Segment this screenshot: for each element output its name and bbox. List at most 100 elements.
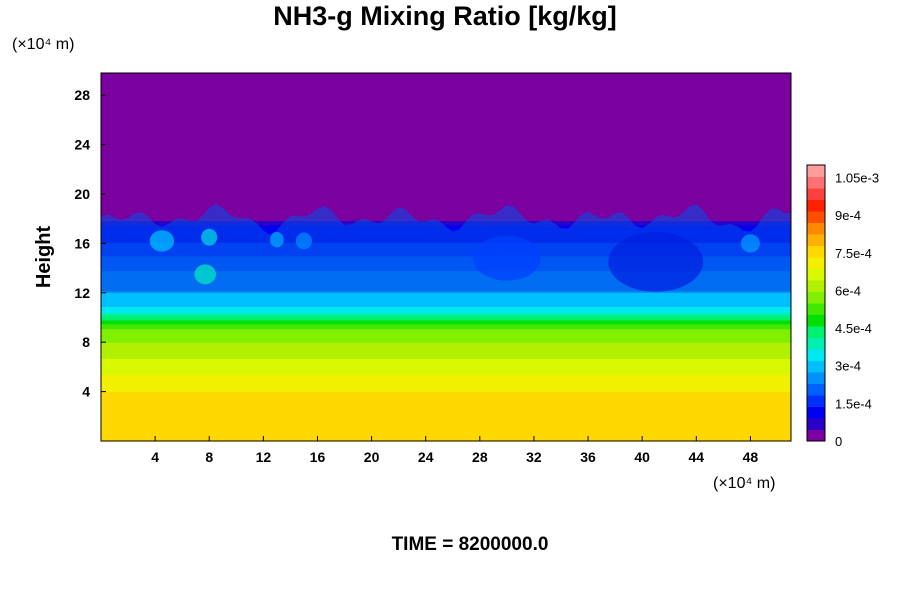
profile-band [101,311,791,314]
profile-band [101,355,791,358]
profile-band [101,392,791,395]
profile-band [101,221,791,224]
profile-band [101,313,791,316]
profile-band [101,307,791,310]
profile-band [101,412,791,415]
profile-band [101,403,791,406]
profile-band [101,344,791,347]
profile-band [101,336,791,338]
profile-band [101,384,791,387]
profile-band [101,352,791,354]
profile-band [101,360,791,363]
profile-band [101,381,791,384]
y-axis-label: Height [33,226,55,289]
profile-band [101,353,791,356]
profile-band [101,368,791,370]
profile-band [101,306,791,309]
profile-band [101,345,791,348]
eddy [194,264,216,285]
profile-band [101,326,791,328]
colorbar-swatch [807,211,825,223]
x-tick-label: 16 [310,449,326,465]
profile-band [101,380,791,383]
profile-band [101,406,791,409]
profile-band [101,324,791,327]
eddy [201,228,218,246]
profile-band [101,400,791,403]
profile-band [101,417,791,420]
profile-band [101,411,791,414]
plot-frame [100,72,792,442]
eddy [295,232,312,250]
profile-band [101,401,791,404]
profile-band [101,318,791,321]
y-tick-label: 4 [82,384,90,400]
profile-band [101,418,791,421]
profile-band [101,334,791,337]
chart-title: NH3-g Mixing Ratio [kg/kg] [273,1,617,31]
y-tick-label: 24 [74,137,90,153]
profile-band [101,359,791,362]
profile-band [101,223,791,226]
colorbar-swatch [807,372,825,384]
colorbar-tick-label: 4.5e-4 [835,321,872,336]
profile-band [101,303,791,306]
profile-band [101,370,791,373]
profile-band [101,222,791,225]
y-tick-label: 8 [82,334,90,350]
profile-band [101,297,791,300]
profile-band [101,375,791,378]
eddy [740,234,760,253]
profile-band [101,224,791,227]
colorbar-swatch [807,337,825,350]
colorbar-swatch [807,268,825,281]
colorbar-tick-label: 6e-4 [835,284,861,299]
profile-band [101,420,791,422]
colorbar-tick-label: 1.05e-3 [835,171,879,186]
profile-band [101,310,791,312]
profile-band [101,405,791,408]
x-tick-label: 32 [526,449,542,465]
profile-band [101,432,791,435]
profile-band [101,389,791,391]
profile-band [101,321,791,324]
profile-band [101,354,791,357]
profile-band [101,357,791,359]
colorbar-swatch [807,188,825,200]
profile-band [101,431,791,433]
colorbar-swatch [807,176,825,189]
profile-band [101,410,791,412]
profile-band [101,437,791,440]
profile-band [101,347,791,349]
profile-band [101,408,791,411]
profile-band [101,421,791,424]
colorbar-swatch [807,303,825,315]
profile-band [101,376,791,379]
profile-band [101,316,791,319]
profile-band [101,343,791,346]
profile-band [101,387,791,390]
profile-band [101,302,791,305]
profile-band [101,426,791,429]
profile-band [101,296,791,299]
x-axis: 4 8 12 16 20 24 28 32 36 40 44 48 [151,436,758,465]
profile-band [101,361,791,364]
profile-band [101,365,791,368]
colorbar-swatch [807,395,825,407]
profile-band [101,292,791,295]
profile-band [101,300,791,303]
colorbar-swatch [807,360,825,373]
profile-band [101,319,791,322]
profile-band [101,221,791,222]
colorbar-swatch [807,383,825,396]
profile-band [101,369,791,372]
profile-band [101,386,791,389]
profile-band [101,413,791,416]
profile-band [101,322,791,325]
profile-band [101,422,791,425]
profile-band [101,390,791,393]
profile-band [101,378,791,380]
profile-band [101,428,791,431]
profile-band [101,373,791,375]
profile-band [101,397,791,400]
